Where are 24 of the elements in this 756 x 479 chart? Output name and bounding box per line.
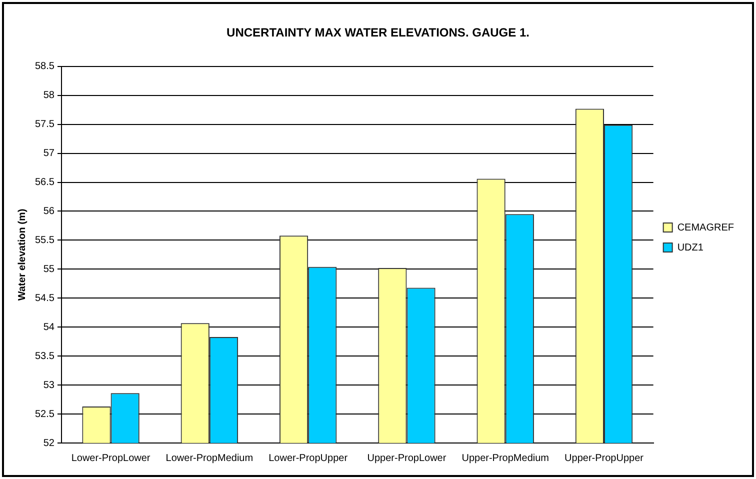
legend-label: CEMAGREF [677, 222, 734, 234]
x-tick-label: Upper-PropMedium [462, 452, 549, 464]
y-tick-label: 53 [43, 380, 55, 391]
y-tick-label: 54 [43, 322, 55, 333]
y-axis-title: Water elevation (m) [16, 208, 28, 301]
y-tick-label: 58.5 [34, 61, 55, 72]
y-tick-label: 52.5 [34, 408, 55, 420]
chart-title: UNCERTAINTY MAX WATER ELEVATIONS. GAUGE 1. [226, 26, 530, 40]
x-tick-label: Lower-PropMedium [166, 452, 254, 464]
y-tick-label: 58 [43, 90, 55, 102]
y-tick-label: 52 [43, 438, 55, 449]
y-tick-label: 57.5 [34, 119, 55, 130]
y-tick-label: 55.5 [34, 234, 55, 246]
legend-label: UDZ1 [677, 242, 704, 254]
x-tick-label: Lower-PropLower [71, 452, 151, 464]
x-tick-label: Upper-PropLower [367, 452, 447, 464]
x-tick-label: Upper-PropUpper [564, 452, 644, 464]
y-tick-label: 57 [43, 148, 55, 160]
y-tick-label: 56 [43, 206, 55, 217]
x-tick-label: Lower-PropUpper [268, 452, 348, 464]
y-tick-label: 54.5 [34, 292, 55, 304]
y-tick-label: 53.5 [34, 350, 55, 362]
y-tick-label: 55 [43, 264, 55, 275]
y-tick-label: 56.5 [34, 177, 55, 188]
